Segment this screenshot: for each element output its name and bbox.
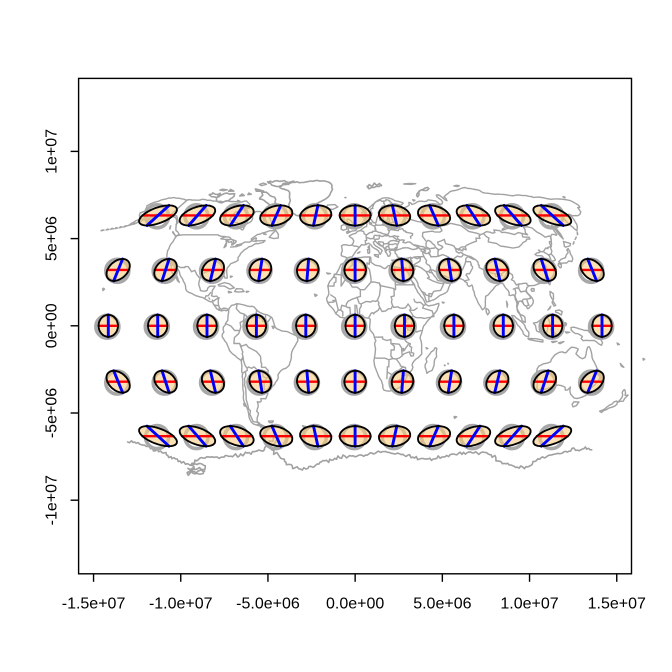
svg-text:1e+07: 1e+07 [44,129,61,174]
svg-text:-1.5e+07: -1.5e+07 [62,596,126,613]
svg-text:1.5e+07: 1.5e+07 [588,596,646,613]
svg-text:5e+06: 5e+06 [44,216,61,261]
svg-text:0e+00: 0e+00 [44,303,61,348]
svg-text:-1e+07: -1e+07 [44,475,61,525]
svg-text:1.0e+07: 1.0e+07 [500,596,558,613]
svg-text:-5e+06: -5e+06 [44,388,61,438]
svg-text:-1.0e+07: -1.0e+07 [149,596,213,613]
svg-text:5.0e+06: 5.0e+06 [413,596,471,613]
svg-text:0.0e+00: 0.0e+00 [326,596,384,613]
svg-text:-5.0e+06: -5.0e+06 [236,596,300,613]
